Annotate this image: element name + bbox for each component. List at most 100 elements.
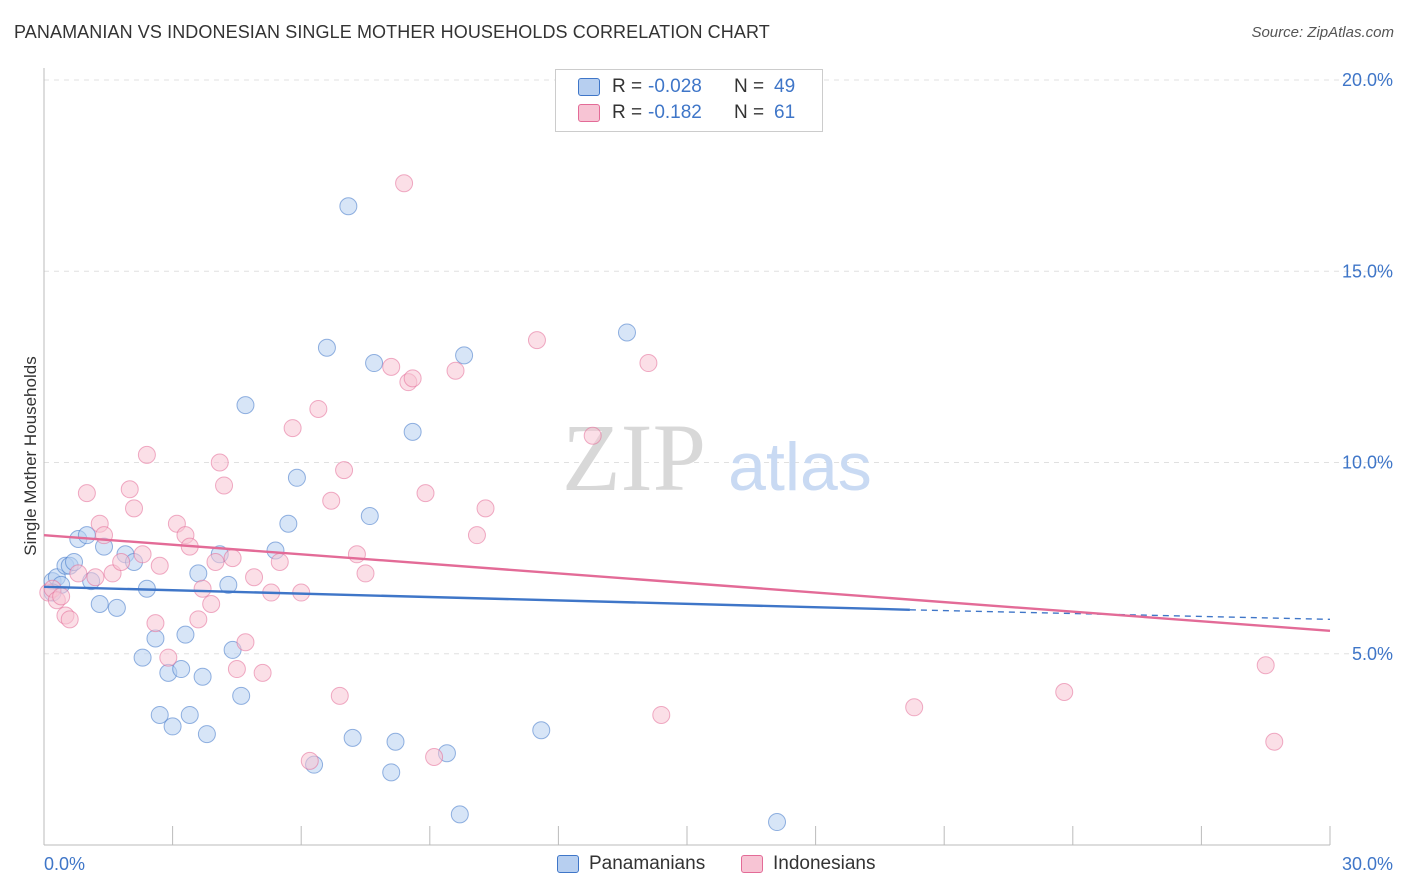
series-indonesians-points: [39, 174, 1284, 770]
data-point: [365, 354, 384, 373]
stats-legend: R = -0.028 N = 49 R = -0.182 N = 61: [555, 69, 823, 132]
data-point: [133, 545, 152, 564]
data-point: [467, 526, 486, 545]
source-note: Source: ZipAtlas.com: [1251, 24, 1394, 41]
data-point: [223, 549, 242, 568]
data-point: [617, 323, 636, 342]
data-point: [176, 625, 195, 644]
data-point: [150, 705, 169, 724]
data-point: [52, 587, 71, 606]
y-tick-label: 5.0%: [1352, 644, 1393, 664]
data-point: [150, 556, 169, 575]
data-point: [90, 595, 109, 614]
data-point: [172, 660, 191, 679]
chart-title: PANAMANIAN VS INDONESIAN SINGLE MOTHER H…: [14, 22, 770, 42]
data-point: [236, 396, 255, 415]
bottom-legend-swatch-blue: [557, 855, 579, 873]
data-point: [86, 568, 105, 587]
data-point: [125, 499, 144, 518]
watermark: ZIP atlas: [562, 404, 872, 511]
data-point: [253, 663, 272, 682]
axes: [43, 68, 1331, 846]
legend-row-indonesians: R = -0.182 N = 61: [578, 101, 795, 125]
data-point: [120, 480, 139, 499]
data-point: [287, 468, 306, 487]
data-point: [270, 552, 289, 571]
data-point: [403, 422, 422, 441]
legend-swatch-pink: [578, 104, 600, 122]
data-point: [403, 369, 422, 388]
data-point: [450, 805, 469, 824]
data-point: [347, 545, 366, 564]
data-point: [416, 484, 435, 503]
tick-labels: 5.0% 10.0% 15.0% 20.0% 0.0% 30.0%: [44, 70, 1393, 874]
legend-row-panamanians: R = -0.028 N = 49: [578, 75, 795, 99]
data-point: [219, 575, 238, 594]
data-point: [455, 346, 474, 365]
legend-n-label: N =: [734, 76, 765, 97]
legend-n-label: N =: [734, 102, 765, 123]
data-point: [532, 721, 551, 740]
series-panamanians-points: [43, 197, 787, 832]
data-point: [317, 338, 336, 357]
legend-r-label: R =: [612, 76, 643, 97]
data-point: [279, 514, 298, 533]
bottom-legend-label: Panamanians: [589, 853, 706, 874]
data-point: [159, 648, 178, 667]
data-point: [189, 564, 208, 583]
data-point: [60, 610, 79, 629]
data-point: [446, 361, 465, 380]
data-point: [193, 579, 212, 598]
data-point: [1055, 683, 1074, 701]
data-point: [527, 331, 546, 350]
data-point: [386, 732, 405, 751]
legend-r-value: -0.182: [648, 102, 702, 123]
data-point: [227, 660, 246, 679]
legend-n-value: 49: [774, 76, 796, 97]
trend-line: [43, 585, 910, 611]
data-point: [476, 499, 495, 518]
data-point: [583, 426, 602, 445]
data-point: [768, 813, 787, 832]
data-point: [137, 445, 156, 464]
data-point: [193, 667, 212, 686]
data-point: [639, 354, 658, 373]
data-point: [356, 564, 375, 583]
data-point: [335, 461, 354, 480]
data-point: [330, 686, 349, 705]
bottom-legend-label: Indonesians: [773, 853, 876, 874]
watermark-zip: ZIP: [562, 404, 706, 511]
data-point: [1265, 732, 1284, 751]
legend-r-value: -0.028: [648, 76, 702, 97]
y-tick-label: 10.0%: [1342, 453, 1393, 473]
data-point: [112, 552, 131, 571]
data-point: [146, 629, 165, 648]
data-point: [202, 595, 221, 614]
data-point: [382, 357, 401, 376]
x-tick-label: 30.0%: [1342, 854, 1393, 874]
data-point: [283, 419, 302, 438]
data-point: [232, 686, 251, 705]
y-tick-label: 15.0%: [1342, 261, 1393, 281]
data-point: [360, 507, 379, 526]
data-point: [189, 610, 208, 629]
data-point: [236, 633, 255, 652]
data-point: [652, 705, 671, 724]
data-point: [382, 763, 401, 782]
data-point: [163, 717, 182, 736]
x-tick-label: 0.0%: [44, 854, 85, 874]
trend-lines: [43, 533, 1331, 632]
data-point: [107, 598, 126, 617]
data-point: [180, 705, 199, 724]
watermark-atlas: atlas: [728, 429, 872, 505]
data-point: [309, 399, 328, 418]
data-point: [245, 568, 264, 587]
gridlines: [44, 79, 1392, 655]
data-point: [197, 725, 216, 744]
data-point: [322, 491, 341, 510]
data-point: [343, 728, 362, 747]
data-point: [146, 614, 165, 633]
legend-r-label: R =: [612, 102, 643, 123]
data-point: [210, 453, 229, 472]
